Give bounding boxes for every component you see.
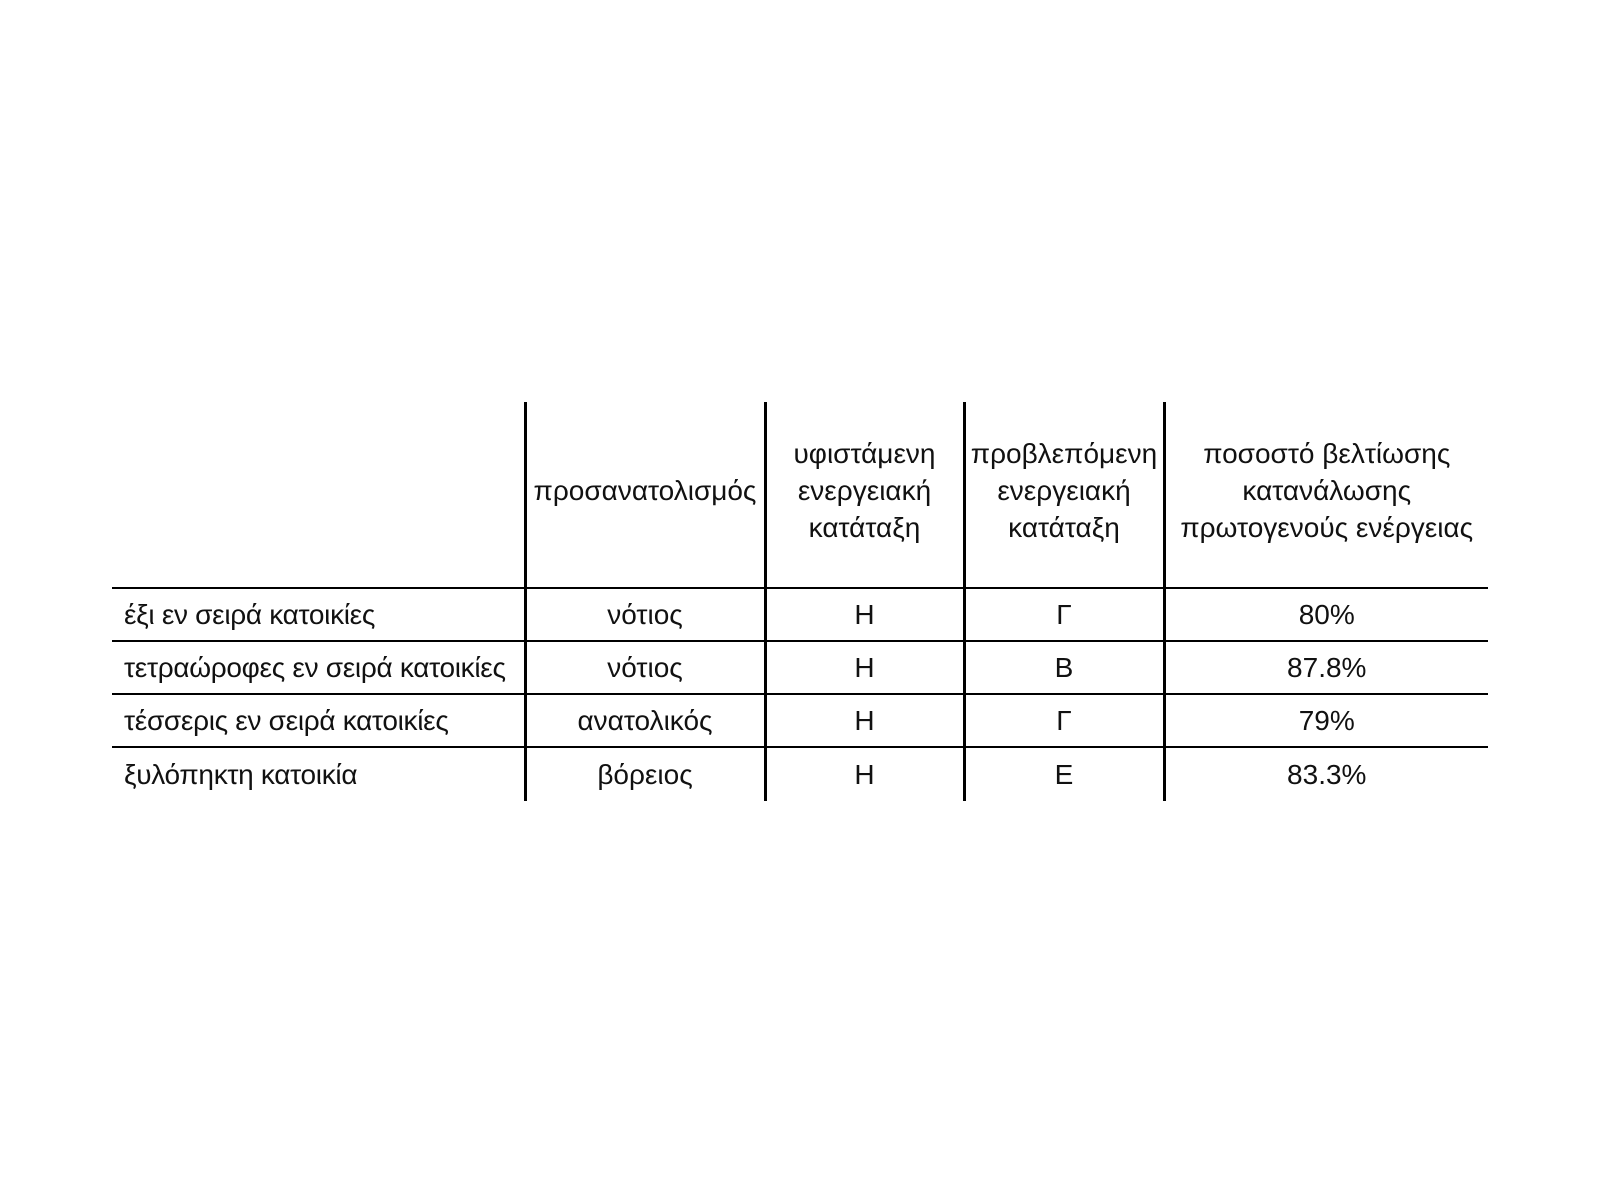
cell-existing-class: Η (765, 747, 966, 801)
cell-building: τέσσερις εν σειρά κατοικίες (112, 694, 527, 748)
cell-building: τετραώροφες εν σειρά κατοικίες (112, 641, 527, 695)
header-improvement: ποσοστό βελτίωσης κατανάλωσης πρωτογενού… (1164, 402, 1488, 589)
cell-building: έξι εν σειρά κατοικίες (112, 588, 527, 642)
header-existing-line-2: ενεργειακή (797, 475, 932, 506)
cell-improvement: 79% (1164, 694, 1488, 748)
header-orientation: προσανατολισμός (525, 402, 767, 589)
header-row: προσανατολισμός υφιστάμενη ενεργειακή κα… (112, 402, 1488, 589)
cell-predicted-class: Γ (964, 588, 1166, 642)
header-improvement-line-3: πρωτογενούς ενέργειας (1180, 512, 1474, 543)
table-row: ξυλόπηκτη κατοικία βόρειος Η Ε 83.3% (112, 747, 1488, 801)
cell-orientation: βόρειος (525, 747, 767, 801)
cell-predicted-class: Β (964, 641, 1166, 695)
cell-predicted-class: Γ (964, 694, 1166, 748)
header-predicted-line-1: προβλεπόμενη (970, 438, 1158, 469)
header-improvement-line-1: ποσοστό βελτίωσης (1203, 438, 1451, 469)
table-row: έξι εν σειρά κατοικίες νότιος Η Γ 80% (112, 588, 1488, 642)
header-existing-line-3: κατάταξη (808, 512, 921, 543)
header-predicted-class: προβλεπόμενη ενεργειακή κατάταξη (964, 402, 1166, 589)
table-row: τετραώροφες εν σειρά κατοικίες νότιος Η … (112, 641, 1488, 695)
cell-existing-class: Η (765, 694, 966, 748)
energy-comparison-table: προσανατολισμός υφιστάμενη ενεργειακή κα… (112, 402, 1488, 801)
header-existing-line-1: υφιστάμενη (793, 438, 936, 469)
header-building-blank (112, 402, 527, 589)
header-predicted-line-3: κατάταξη (1008, 512, 1120, 543)
cell-improvement: 83.3% (1287, 758, 1367, 790)
cell-building: ξυλόπηκτη κατοικία (112, 747, 527, 801)
cell-orientation: ανατολικός (525, 694, 767, 748)
cell-predicted-class: Ε (964, 747, 1166, 801)
header-existing-class: υφιστάμενη ενεργειακή κατάταξη (765, 402, 966, 589)
header-predicted-line-2: ενεργειακή (997, 475, 1131, 506)
cell-improvement: 87.8% (1164, 641, 1488, 695)
cell-orientation: νότιος (525, 588, 767, 642)
cell-orientation: νότιος (525, 641, 767, 695)
cell-existing-class: Η (765, 641, 966, 695)
table-row: τέσσερις εν σειρά κατοικίες ανατολικός Η… (112, 694, 1488, 748)
header-orientation-label: προσανατολισμός (533, 475, 757, 506)
cell-improvement: 80% (1164, 588, 1488, 642)
cell-existing-class: Η (765, 588, 966, 642)
header-improvement-line-2: κατανάλωσης (1242, 475, 1412, 506)
